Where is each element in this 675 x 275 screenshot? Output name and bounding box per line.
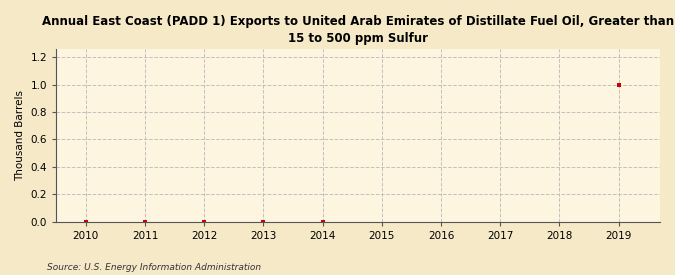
Text: Source: U.S. Energy Information Administration: Source: U.S. Energy Information Administ… <box>47 263 261 272</box>
Y-axis label: Thousand Barrels: Thousand Barrels <box>15 90 25 181</box>
Title: Annual East Coast (PADD 1) Exports to United Arab Emirates of Distillate Fuel Oi: Annual East Coast (PADD 1) Exports to Un… <box>42 15 674 45</box>
